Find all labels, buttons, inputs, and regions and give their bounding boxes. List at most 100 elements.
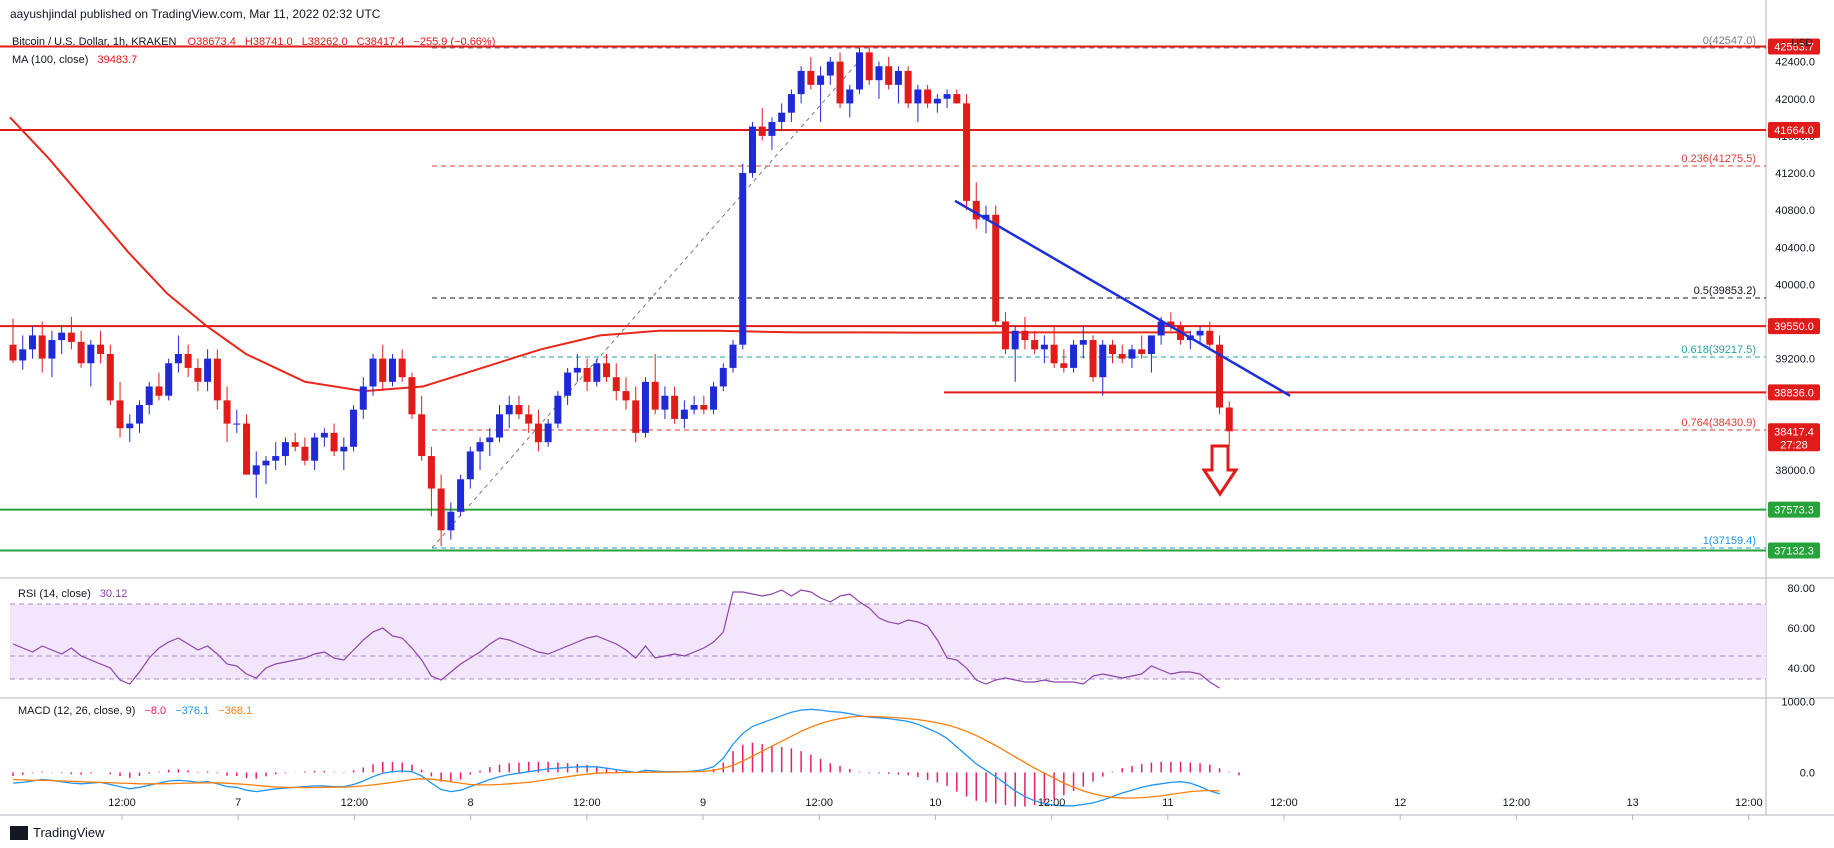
time-tick-label: 12:00 xyxy=(341,797,369,809)
time-tick-label: 11 xyxy=(1162,797,1173,809)
tradingview-brand: TradingView xyxy=(33,825,105,840)
candle-body xyxy=(924,89,932,104)
ma-100-line xyxy=(9,116,1190,393)
tradingview-logo[interactable]: TradingView xyxy=(10,825,105,840)
candle-body xyxy=(398,358,406,378)
candle-body xyxy=(359,386,367,410)
rsi-tick-label: 80.00 xyxy=(1787,583,1815,595)
candle-body xyxy=(603,363,611,378)
ohlc-close: C38417.4 xyxy=(357,36,405,48)
candle-body xyxy=(126,423,134,429)
candle-body xyxy=(963,103,971,201)
candle-body xyxy=(583,367,591,382)
rsi-band-fill xyxy=(10,604,1766,679)
candle-body xyxy=(865,52,873,81)
candle-body xyxy=(48,340,56,359)
level-badge xyxy=(1768,542,1820,559)
last-price-badge xyxy=(1768,423,1820,452)
candle-body xyxy=(787,94,795,113)
fib-retracement: 0(42547.0) 0.236(41275.5) 0.5(39853.2) 0.61… xyxy=(432,35,1766,549)
candle-body xyxy=(748,126,756,174)
candle-body xyxy=(671,395,679,419)
rsi-line xyxy=(12,589,1220,689)
signal-line xyxy=(12,715,1220,799)
candle-body xyxy=(632,400,640,433)
candle-body xyxy=(758,126,766,136)
candle-body xyxy=(690,405,698,410)
trendline[interactable] xyxy=(954,199,1291,397)
candle-body xyxy=(204,358,212,382)
candle-body xyxy=(1216,344,1224,408)
candle-body xyxy=(651,381,659,410)
price-tick-label: 42400.0 xyxy=(1775,57,1815,69)
candle-body xyxy=(612,377,620,392)
candle-body xyxy=(505,405,513,415)
candle-body xyxy=(418,414,426,457)
candle-body xyxy=(1099,344,1107,378)
price-axis-labels: 38000.038400.038800.039200.039600.040000… xyxy=(1768,38,1820,779)
candle-body xyxy=(135,405,143,424)
time-tick-label: 12:00 xyxy=(1038,797,1066,809)
horizontal-levels xyxy=(0,45,1766,552)
candle-body xyxy=(58,332,66,341)
level-badge-label: 42563.7 xyxy=(1774,41,1814,53)
candle-body xyxy=(233,423,241,425)
rsi-legend-label: RSI (14, close) xyxy=(18,588,91,600)
level-badge xyxy=(1768,384,1820,401)
candle-body xyxy=(243,423,251,475)
candle-body xyxy=(856,52,864,90)
rsi-tick-label: 60.00 xyxy=(1787,623,1815,635)
candle-body xyxy=(427,456,435,489)
candle-body xyxy=(272,456,280,461)
candle-body xyxy=(1079,340,1087,345)
level-badge xyxy=(1768,318,1820,335)
macd-legend-signal: −368.1 xyxy=(218,705,252,717)
time-tick-label: 12:00 xyxy=(1735,797,1763,809)
candle-body xyxy=(573,367,581,373)
candle-body xyxy=(106,353,114,401)
candle-body xyxy=(992,214,1000,322)
time-tick-label: 12:00 xyxy=(1503,797,1531,809)
price-tick-label: 40000.0 xyxy=(1775,279,1815,291)
symbol-name: Bitcoin / U.S. Dollar, 1h, KRAKEN xyxy=(12,36,177,48)
fib-level-label: 0.5(39853.2) xyxy=(1694,285,1756,297)
candle-body xyxy=(953,94,961,104)
candle-body xyxy=(291,442,299,447)
time-axis[interactable]: 12:00 7 12:00 8 12:00 9 12:00 10 12:00 11 12:00 12 1… xyxy=(108,797,1763,820)
candle-body xyxy=(330,432,338,452)
candle-body xyxy=(1138,349,1146,354)
ohlc-open: O38673.4 xyxy=(188,36,236,48)
countdown-label: 27:28 xyxy=(1780,439,1808,451)
price-tick-label: 38000.0 xyxy=(1775,465,1815,477)
macd-legend-macd: −376.1 xyxy=(175,705,209,717)
ohlc-change: −255.9 (−0.66%) xyxy=(413,36,495,48)
candle-body xyxy=(710,386,718,410)
candle-body xyxy=(466,451,474,480)
level-badge-label: 38836.0 xyxy=(1774,387,1814,399)
candle-body xyxy=(1206,330,1214,345)
candle-body xyxy=(437,488,445,531)
candle-body xyxy=(1089,340,1097,378)
macd-legend-label: MACD (12, 26, close, 9) xyxy=(18,705,135,717)
candle-body xyxy=(165,363,173,396)
candle-body xyxy=(515,405,523,415)
fib-level-label: 0(42547.0) xyxy=(1703,35,1756,47)
candle-body xyxy=(379,358,387,382)
candle-body xyxy=(768,121,776,136)
candle-body xyxy=(933,98,941,104)
candle-body xyxy=(194,367,202,382)
ma-path xyxy=(9,116,1190,393)
bearish-trendline[interactable] xyxy=(954,199,1291,397)
time-tick-label: 8 xyxy=(468,797,474,809)
last-price-label: 38417.4 xyxy=(1774,426,1814,438)
macd-legend: MACD (12, 26, close, 9) −8.0 −376.1 −368… xyxy=(18,705,252,717)
candle-body xyxy=(1147,335,1155,354)
rsi-band xyxy=(10,603,1766,680)
candle-body xyxy=(1118,353,1126,359)
candle-body xyxy=(301,446,309,461)
fib-level-label: 0.236(41275.5) xyxy=(1681,153,1756,165)
candle-body xyxy=(807,70,815,85)
time-tick-label: 12 xyxy=(1394,797,1406,809)
time-tick-label: 13 xyxy=(1626,797,1638,809)
candle-body xyxy=(38,335,46,359)
